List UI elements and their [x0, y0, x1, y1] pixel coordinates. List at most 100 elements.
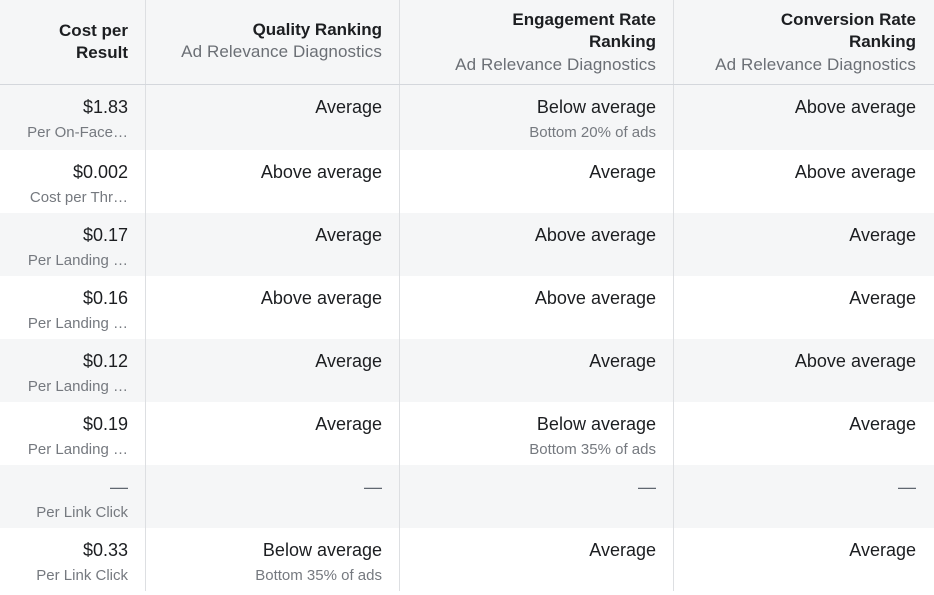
- column-header-cost-per-result[interactable]: Cost per Result: [0, 0, 146, 84]
- cost-per-result-cell: $0.12 Per Landing …: [0, 339, 146, 402]
- engagement-ranking-value: —: [638, 477, 656, 497]
- cost-type: Per Landing …: [27, 441, 128, 458]
- column-title-line2: Result: [76, 43, 128, 62]
- cost-type: Per Link Click: [36, 567, 128, 584]
- quality-ranking-value: Average: [315, 225, 382, 245]
- conversion-rate-ranking-cell: Average: [674, 213, 934, 276]
- conversion-ranking-value: —: [898, 477, 916, 497]
- engagement-ranking-value: Above average: [534, 225, 656, 245]
- conversion-rate-ranking-cell: Above average: [674, 85, 934, 150]
- table-row[interactable]: $0.16 Per Landing … Above average Above …: [0, 276, 934, 339]
- cost-value: $1.83: [82, 97, 128, 117]
- conversion-ranking-value: Average: [849, 288, 916, 308]
- quality-ranking-cell: Average: [146, 213, 400, 276]
- quality-ranking-value: Average: [315, 97, 382, 117]
- cost-per-result-cell: $0.16 Per Landing …: [0, 276, 146, 339]
- conversion-rate-ranking-cell: Average: [674, 402, 934, 465]
- quality-ranking-value: Above average: [260, 288, 382, 308]
- table-body: $1.83 Per On-Face… Average Below average…: [0, 85, 934, 591]
- quality-ranking-value: Above average: [260, 162, 382, 182]
- engagement-rate-ranking-cell: Below average Bottom 20% of ads: [400, 85, 674, 150]
- engagement-rate-ranking-cell: —: [400, 465, 674, 528]
- table-row[interactable]: $0.002 Cost per Thr… Above average Avera…: [0, 150, 934, 213]
- column-title: Quality Ranking: [252, 20, 382, 39]
- quality-ranking-value: Average: [315, 351, 382, 371]
- table-row[interactable]: $1.83 Per On-Face… Average Below average…: [0, 85, 934, 150]
- engagement-ranking-value: Average: [589, 540, 656, 560]
- cost-value: —: [110, 477, 128, 497]
- conversion-rate-ranking-cell: Above average: [674, 339, 934, 402]
- cost-value: $0.19: [82, 414, 128, 434]
- column-title-line1: Engagement Rate: [512, 10, 656, 29]
- cost-value: $0.12: [82, 351, 128, 371]
- column-subtitle: Ad Relevance Diagnostics: [715, 55, 916, 74]
- quality-ranking-cell: Above average: [146, 276, 400, 339]
- table-row[interactable]: $0.12 Per Landing … Average Average Abov…: [0, 339, 934, 402]
- conversion-ranking-value: Above average: [794, 97, 916, 117]
- quality-ranking-cell: Above average: [146, 150, 400, 213]
- quality-ranking-cell: Average: [146, 85, 400, 150]
- table-row[interactable]: $0.33 Per Link Click Below average Botto…: [0, 528, 934, 591]
- column-title-line2: Ranking: [588, 32, 656, 51]
- cost-per-result-cell: — Per Link Click: [0, 465, 146, 528]
- cost-per-result-cell: $0.33 Per Link Click: [0, 528, 146, 591]
- column-header-engagement-rate-ranking[interactable]: Engagement Rate Ranking Ad Relevance Dia…: [400, 0, 674, 84]
- conversion-ranking-value: Above average: [794, 351, 916, 371]
- quality-ranking-cell: Average: [146, 339, 400, 402]
- conversion-ranking-value: Average: [849, 225, 916, 245]
- conversion-rate-ranking-cell: —: [674, 465, 934, 528]
- conversion-rate-ranking-cell: Average: [674, 528, 934, 591]
- engagement-rate-ranking-cell: Above average: [400, 213, 674, 276]
- cost-type: Per Landing …: [27, 315, 128, 332]
- engagement-rate-ranking-cell: Average: [400, 528, 674, 591]
- quality-ranking-value: Average: [315, 414, 382, 434]
- conversion-rate-ranking-cell: Average: [674, 276, 934, 339]
- cost-type: Per Link Click: [36, 504, 128, 521]
- engagement-ranking-value: Below average: [536, 414, 656, 434]
- engagement-ranking-value: Average: [589, 162, 656, 182]
- column-subtitle: Ad Relevance Diagnostics: [455, 55, 656, 74]
- column-title-line1: Cost per: [59, 21, 128, 40]
- quality-ranking-cell: —: [146, 465, 400, 528]
- cost-type: Per Landing …: [27, 252, 128, 269]
- conversion-ranking-value: Average: [849, 414, 916, 434]
- cost-per-result-cell: $0.19 Per Landing …: [0, 402, 146, 465]
- cost-type: Per Landing …: [27, 378, 128, 395]
- cost-type: Cost per Thr…: [29, 189, 128, 206]
- conversion-rate-ranking-cell: Above average: [674, 150, 934, 213]
- engagement-ranking-note: Bottom 20% of ads: [529, 124, 656, 141]
- engagement-rate-ranking-cell: Average: [400, 150, 674, 213]
- quality-ranking-value: —: [364, 477, 382, 497]
- cost-value: $0.33: [82, 540, 128, 560]
- quality-ranking-cell: Below average Bottom 35% of ads: [146, 528, 400, 591]
- engagement-ranking-note: Bottom 35% of ads: [529, 441, 656, 458]
- cost-value: $0.002: [72, 162, 128, 182]
- quality-ranking-note: Bottom 35% of ads: [255, 567, 382, 584]
- table-row[interactable]: $0.19 Per Landing … Average Below averag…: [0, 402, 934, 465]
- conversion-ranking-value: Average: [849, 540, 916, 560]
- engagement-ranking-value: Below average: [536, 97, 656, 117]
- column-title-line1: Conversion Rate: [780, 10, 916, 29]
- quality-ranking-cell: Average: [146, 402, 400, 465]
- cost-value: $0.16: [82, 288, 128, 308]
- engagement-rate-ranking-cell: Average: [400, 339, 674, 402]
- column-title-line2: Ranking: [848, 32, 916, 51]
- engagement-rate-ranking-cell: Below average Bottom 35% of ads: [400, 402, 674, 465]
- engagement-ranking-value: Average: [589, 351, 656, 371]
- engagement-rate-ranking-cell: Above average: [400, 276, 674, 339]
- cost-per-result-cell: $0.17 Per Landing …: [0, 213, 146, 276]
- column-header-quality-ranking[interactable]: Quality Ranking Ad Relevance Diagnostics: [146, 0, 400, 84]
- column-header-conversion-rate-ranking[interactable]: Conversion Rate Ranking Ad Relevance Dia…: [674, 0, 934, 84]
- cost-per-result-cell: $1.83 Per On-Face…: [0, 85, 146, 150]
- column-subtitle: Ad Relevance Diagnostics: [181, 42, 382, 61]
- engagement-ranking-value: Above average: [534, 288, 656, 308]
- quality-ranking-value: Below average: [262, 540, 382, 560]
- cost-per-result-cell: $0.002 Cost per Thr…: [0, 150, 146, 213]
- conversion-ranking-value: Above average: [794, 162, 916, 182]
- table-row[interactable]: $0.17 Per Landing … Average Above averag…: [0, 213, 934, 276]
- table-header: Cost per Result Quality Ranking Ad Relev…: [0, 0, 934, 85]
- table-row[interactable]: — Per Link Click — — —: [0, 465, 934, 528]
- cost-value: $0.17: [82, 225, 128, 245]
- cost-type: Per On-Face…: [27, 124, 128, 141]
